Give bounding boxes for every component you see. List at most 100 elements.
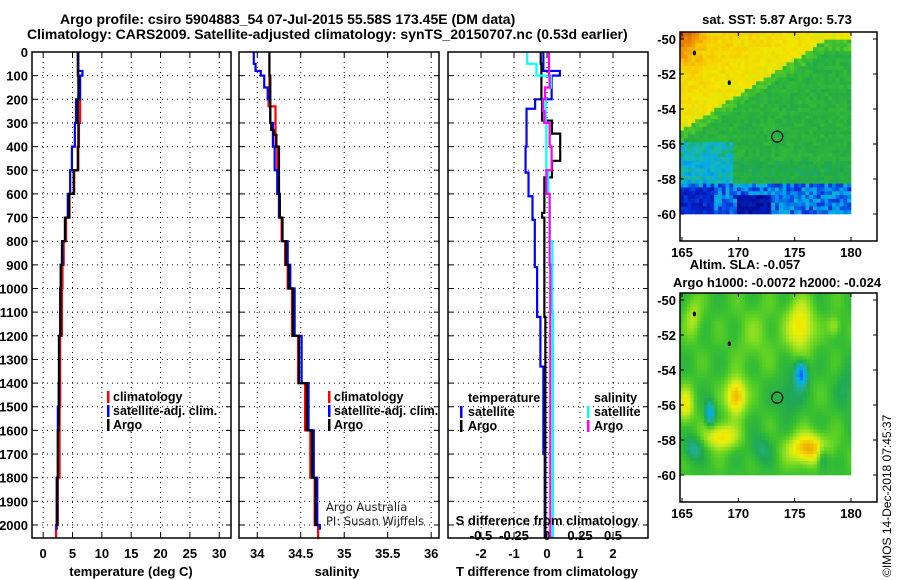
- sla-cell: [714, 373, 718, 378]
- sla-cell: [734, 471, 739, 476]
- sla-cell: [710, 440, 715, 444]
- sla-cell: [768, 461, 773, 465]
- sst-cell: [782, 43, 787, 48]
- sst-cell: [759, 69, 764, 75]
- sst-cell: [767, 32, 772, 37]
- sla-cell: [697, 408, 701, 413]
- sla-cell: [748, 352, 753, 357]
- sla-cell: [813, 391, 818, 395]
- sst-cell: [835, 39, 840, 44]
- sla-cell: [772, 457, 777, 462]
- sla-cell: [700, 415, 705, 420]
- sla-cell: [765, 356, 770, 360]
- sst-cell: [813, 47, 818, 52]
- sla-cell: [721, 415, 725, 420]
- sla-cell: [803, 356, 807, 360]
- sla-cell: [830, 415, 835, 420]
- sla-cell: [782, 433, 787, 437]
- sst-cell: [775, 111, 780, 116]
- sst-cell: [740, 145, 745, 150]
- sla-cell: [751, 426, 756, 430]
- sst-cell: [782, 96, 787, 101]
- sst-cell: [687, 43, 692, 48]
- sst-cell: [706, 43, 711, 48]
- sst-cell: [687, 130, 692, 135]
- sst-cell: [828, 176, 833, 181]
- sst-cell: [756, 81, 761, 86]
- sst-cell: [794, 172, 799, 177]
- sla-cell: [727, 450, 732, 455]
- sla-cell: [714, 461, 718, 465]
- sla-cell: [734, 331, 739, 336]
- sst-cell: [839, 168, 844, 173]
- sla-cell: [751, 359, 756, 364]
- sst-cell: [820, 160, 825, 166]
- sla-cell: [816, 380, 821, 385]
- sla-cell: [700, 317, 705, 322]
- sst-cell: [816, 176, 821, 181]
- sst-cell: [778, 206, 783, 211]
- sst-cell: [839, 123, 844, 128]
- sst-cell: [786, 187, 791, 192]
- sst-cell: [718, 202, 723, 207]
- sla-cell: [806, 401, 811, 406]
- sla-cell: [714, 324, 718, 329]
- sla-cell: [741, 436, 746, 441]
- sla-cell: [758, 426, 763, 430]
- sla-cell: [724, 300, 729, 304]
- sla-cell: [833, 324, 838, 329]
- sst-cell: [828, 206, 833, 211]
- sst-cell: [835, 100, 840, 105]
- sst-cell: [680, 39, 685, 44]
- sst-cell: [835, 126, 840, 131]
- sst-cell: [835, 145, 840, 150]
- sla-cell: [762, 450, 766, 455]
- sla-cell: [710, 384, 715, 388]
- sst-cell: [737, 119, 742, 124]
- sla-cell: [820, 324, 824, 329]
- sla-cell: [758, 359, 763, 364]
- sla-cell: [768, 380, 773, 385]
- sla-cell: [697, 328, 701, 332]
- sst-cell: [790, 77, 795, 82]
- sla-cell: [703, 359, 708, 364]
- sla-cell: [738, 426, 742, 430]
- sst-cell: [805, 198, 810, 203]
- sst-cell: [702, 62, 707, 67]
- sla-cell: [813, 366, 818, 371]
- sst-cell: [835, 119, 840, 124]
- sla-cell: [727, 307, 732, 311]
- sla-cell: [796, 321, 800, 325]
- sla-cell: [758, 345, 763, 350]
- sst-cell: [759, 111, 764, 116]
- sla-cell: [806, 440, 811, 444]
- sla-cell: [727, 454, 732, 458]
- sst-cell: [820, 50, 825, 56]
- sst-cell: [778, 145, 783, 150]
- sst-cell: [790, 32, 795, 37]
- sst-cell: [702, 153, 707, 158]
- sla-cell: [816, 345, 821, 350]
- sst-cell: [805, 54, 810, 59]
- sla-cell: [809, 370, 814, 374]
- sla-cell: [765, 398, 770, 402]
- sst-cell: [748, 202, 753, 207]
- sla-cell: [762, 321, 766, 325]
- sla-cell: [683, 398, 688, 402]
- sst-cell: [752, 69, 757, 75]
- sla-cell: [755, 359, 759, 364]
- sst-cell: [782, 157, 787, 162]
- sst-cell: [767, 153, 772, 158]
- sla-cell: [680, 457, 684, 462]
- sst-cell: [706, 73, 711, 78]
- sst-cell: [721, 32, 726, 37]
- sst-cell: [775, 141, 780, 147]
- sla-cell: [748, 370, 753, 374]
- sla-cell: [744, 310, 749, 315]
- sla-cell: [779, 447, 783, 451]
- sst-cell: [691, 153, 696, 158]
- sla-cell: [693, 321, 698, 325]
- sst-cell: [767, 176, 772, 181]
- sst-cell: [691, 100, 696, 105]
- sla-cell: [686, 468, 691, 472]
